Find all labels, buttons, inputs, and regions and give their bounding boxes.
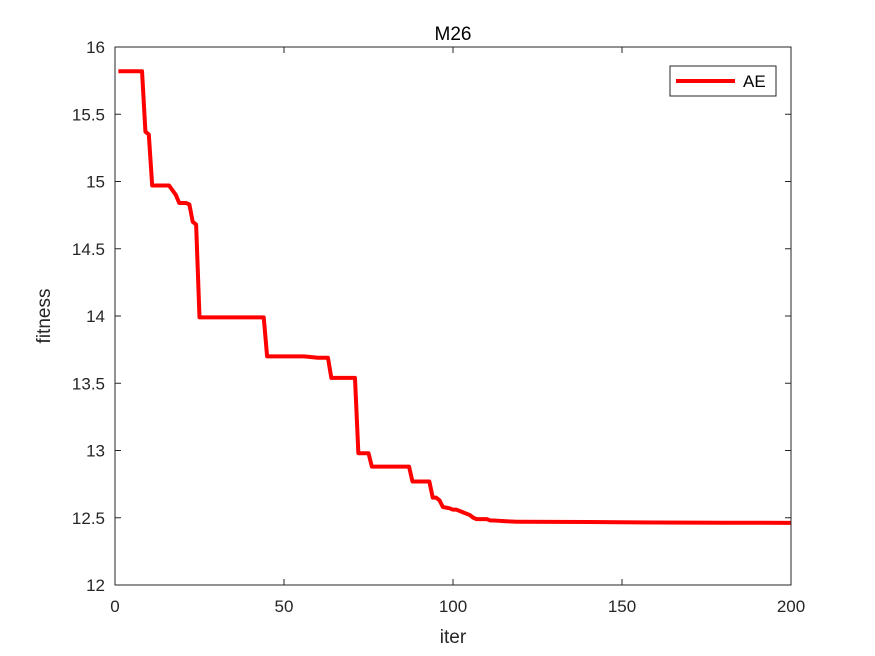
y-tick-label: 13.5 <box>72 374 105 393</box>
y-axis-ticks: 12 12.5 13 13.5 14 14.5 15 15.5 16 <box>72 38 791 595</box>
x-axis-label: iter <box>440 627 467 648</box>
x-tick-label: 0 <box>110 597 119 616</box>
y-tick-label: 15 <box>86 173 105 192</box>
y-tick-label: 13 <box>86 442 105 461</box>
legend: AE <box>669 65 777 97</box>
y-axis-label: fitness <box>34 289 55 344</box>
y-tick-label: 16 <box>86 38 105 57</box>
y-tick-label: 14.5 <box>72 240 105 259</box>
x-tick-label: 200 <box>777 597 805 616</box>
chart-title: M26 <box>435 24 472 45</box>
x-tick-label: 50 <box>275 597 294 616</box>
x-tick-label: 100 <box>439 597 467 616</box>
axes-box <box>114 46 792 586</box>
legend-label-ae: AE <box>743 72 766 91</box>
y-tick-label: 15.5 <box>72 105 105 124</box>
y-tick-label: 14 <box>86 307 105 326</box>
series-line-ae <box>118 69 792 525</box>
series-layer <box>118 69 792 525</box>
y-tick-label: 12.5 <box>72 509 105 528</box>
x-axis-ticks: 0 50 100 150 200 <box>110 47 805 616</box>
y-tick-label: 12 <box>86 576 105 595</box>
x-tick-label: 150 <box>608 597 636 616</box>
